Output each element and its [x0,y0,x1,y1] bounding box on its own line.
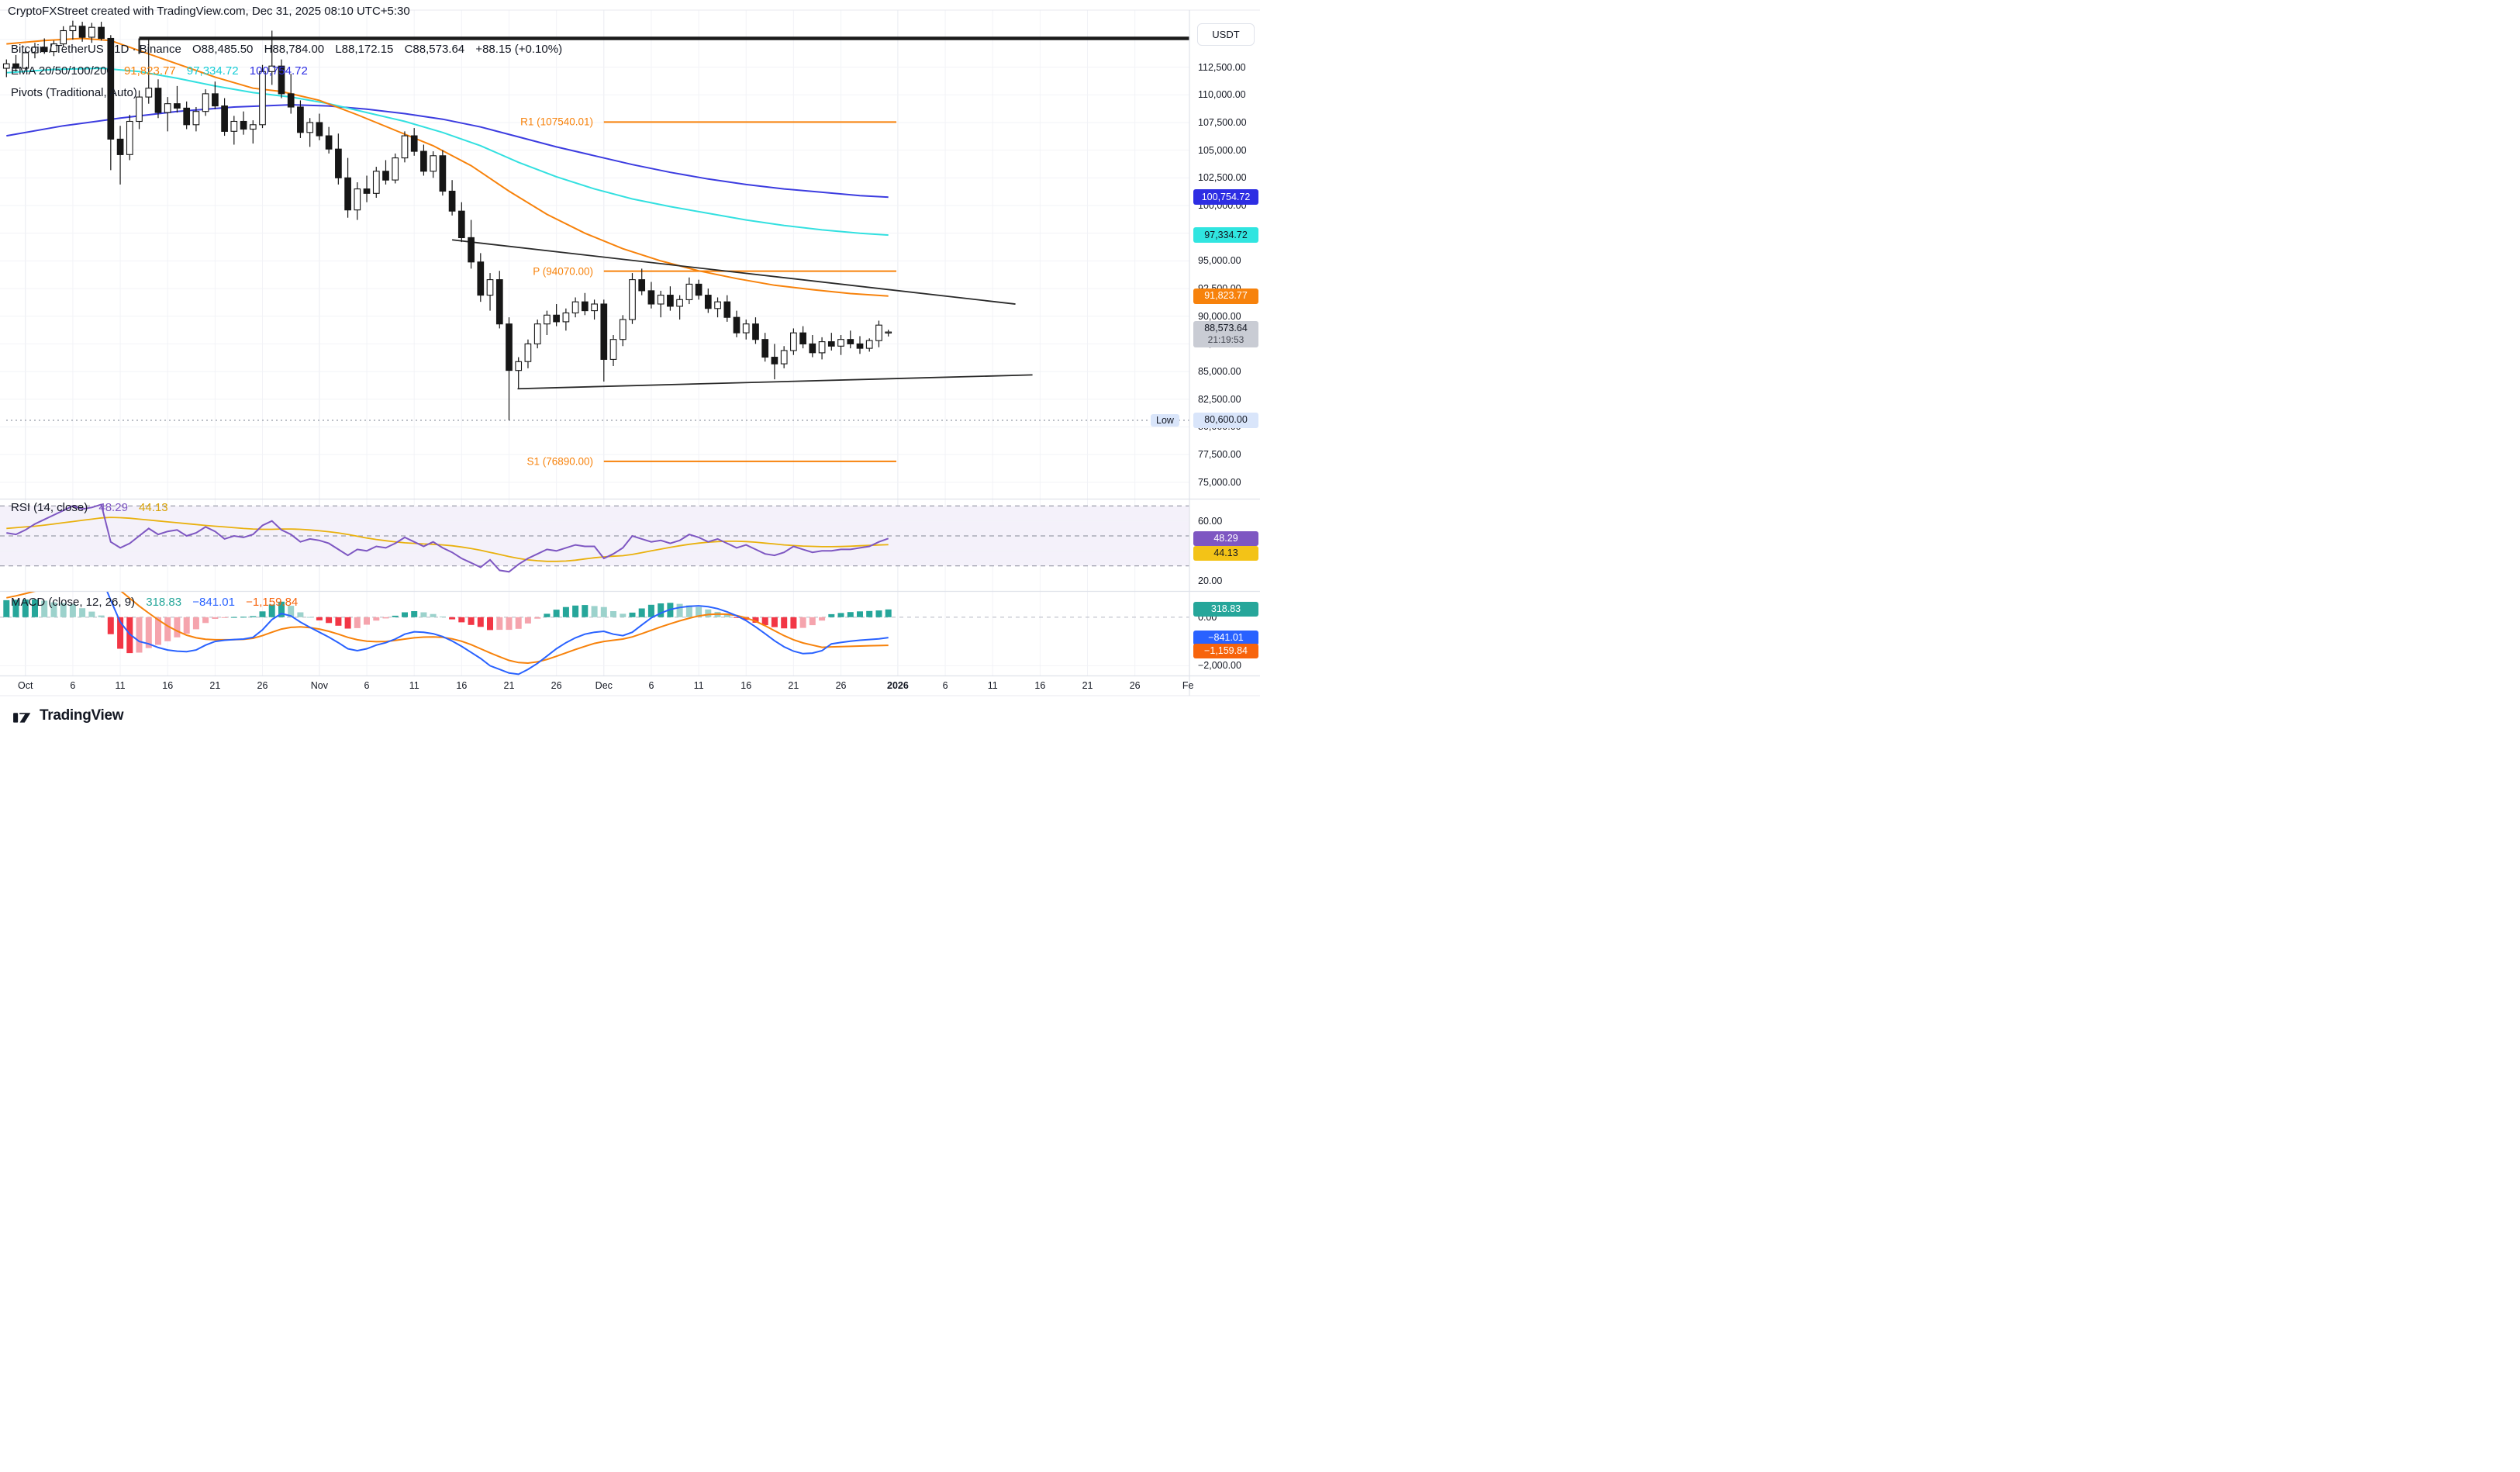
macd-hist-value: 318.83 [146,596,182,609]
macd-signal-value: −1,159.84 [246,596,299,609]
rsi-badge-ma: 44.13 [1193,545,1258,561]
time-tick-label[interactable]: Fe [1182,680,1194,691]
macd-badge-signal: −1,159.84 [1193,643,1258,658]
ohlc-open: O88,485.50 [192,43,254,56]
pivot-level-label: P (94070.00) [533,265,593,278]
time-tick-label[interactable]: 21 [1082,680,1093,691]
macd-label: MACD (close, 12, 26, 9) [11,596,136,609]
time-tick-label[interactable]: 16 [740,680,752,691]
ohlc-change: +88.15 (+0.10%) [475,43,563,56]
ema-value-fast: 91,823.77 [123,64,176,78]
low-price-chip: Low [1151,413,1179,427]
time-tick-label[interactable]: 21 [788,680,799,691]
time-tick-label[interactable]: 6 [70,680,76,691]
legend-ema-row[interactable]: EMA 20/50/100/200 91,823.77 97,334.72 10… [11,64,316,78]
rsi-label: RSI (14, close) [11,501,88,514]
credit-text: CryptoFXStreet created with TradingView.… [8,5,410,18]
time-tick-label[interactable]: 6 [942,680,948,691]
legend-pivots-row[interactable]: Pivots (Traditional, Auto) [11,86,145,99]
rsi-legend-row[interactable]: RSI (14, close) 48.29 44.13 [11,501,176,514]
rsi-tick-label[interactable]: 60.00 [1198,515,1223,527]
macd-tick-label[interactable]: −2,000.00 [1198,660,1241,672]
macd-legend-row[interactable]: MACD (close, 12, 26, 9) 318.83 −841.01 −… [11,596,306,609]
price-tick-label[interactable]: 90,000.00 [1198,310,1241,322]
pivot-level-label: S1 (76890.00) [526,455,593,468]
rsi-tick-label[interactable]: 20.00 [1198,575,1223,586]
price-tick-label[interactable]: 110,000.00 [1198,89,1246,101]
footer-brand[interactable]: TradingView [12,706,124,726]
time-tick-label[interactable]: 16 [162,680,174,691]
time-tick-label[interactable]: 21 [209,680,221,691]
time-tick-label[interactable]: 11 [987,680,998,691]
macd-badge-line: −841.01 [1193,630,1258,645]
price-tick-label[interactable]: 107,500.00 [1198,116,1247,128]
rsi-value: 48.29 [98,501,128,514]
price-tick-label[interactable]: 102,500.00 [1198,172,1247,184]
price-badge-ema-fast: 91,823.77 [1193,288,1258,304]
brand-name: TradingView [40,707,124,724]
time-tick-label[interactable]: Dec [595,680,613,691]
time-tick-label[interactable]: 11 [693,680,704,691]
pivot-level-label: R1 (107540.01) [520,116,593,128]
time-tick-label[interactable]: 6 [364,680,370,691]
tradingview-logo-icon [13,713,31,723]
price-tick-label[interactable]: 77,500.00 [1198,449,1241,461]
currency-button[interactable]: USDT [1197,23,1255,46]
chart-canvas[interactable] [0,0,1260,702]
price-badge-ema-slow: 100,754.72 [1193,189,1258,206]
time-tick-label[interactable]: Oct [18,680,33,691]
price-tick-label[interactable]: 105,000.00 [1198,144,1247,156]
symbol-title: Bitcoin / TetherUS · 1D · Binance [11,43,181,56]
time-tick-label[interactable]: 26 [551,680,562,691]
time-tick-label[interactable]: Nov [310,680,328,691]
price-badge-last: 88,573.64 21:19:53 [1193,321,1258,348]
ema-value-slow: 100,754.72 [249,64,308,78]
price-badge-low: 80,600.00 [1193,412,1258,428]
price-badge-ema-mid: 97,334.72 [1193,227,1258,244]
macd-line-value: −841.01 [192,596,235,609]
pivots-label: Pivots (Traditional, Auto) [11,86,137,99]
time-tick-label[interactable]: 26 [257,680,268,691]
time-tick-label[interactable]: 2026 [887,680,909,691]
legend-symbol-row[interactable]: Bitcoin / TetherUS · 1D · Binance O88,48… [11,43,570,56]
time-tick-label[interactable]: 6 [648,680,654,691]
ohlc-high: H88,784.00 [264,43,325,56]
tradingview-chart: CryptoFXStreet created with TradingView.… [0,0,1260,736]
time-tick-label[interactable]: 16 [1034,680,1046,691]
macd-badge-hist: 318.83 [1193,602,1258,617]
ema-value-mid: 97,334.72 [186,64,239,78]
rsi-badge-value: 48.29 [1193,530,1258,546]
ohlc-close: C88,573.64 [404,43,465,56]
time-tick-label[interactable]: 26 [1129,680,1141,691]
rsi-ma-value: 44.13 [139,501,168,514]
price-tick-label[interactable]: 75,000.00 [1198,476,1241,488]
time-tick-label[interactable]: 21 [503,680,515,691]
price-tick-label[interactable]: 95,000.00 [1198,255,1241,267]
time-tick-label[interactable]: 11 [409,680,419,691]
ohlc-low: L88,172.15 [335,43,394,56]
price-tick-label[interactable]: 82,500.00 [1198,393,1241,405]
price-tick-label[interactable]: 112,500.00 [1198,61,1246,73]
time-tick-label[interactable]: 16 [456,680,468,691]
time-tick-label[interactable]: 26 [835,680,847,691]
ema-label: EMA 20/50/100/200 [11,64,113,78]
price-tick-label[interactable]: 85,000.00 [1198,366,1241,378]
time-tick-label[interactable]: 11 [115,680,126,691]
